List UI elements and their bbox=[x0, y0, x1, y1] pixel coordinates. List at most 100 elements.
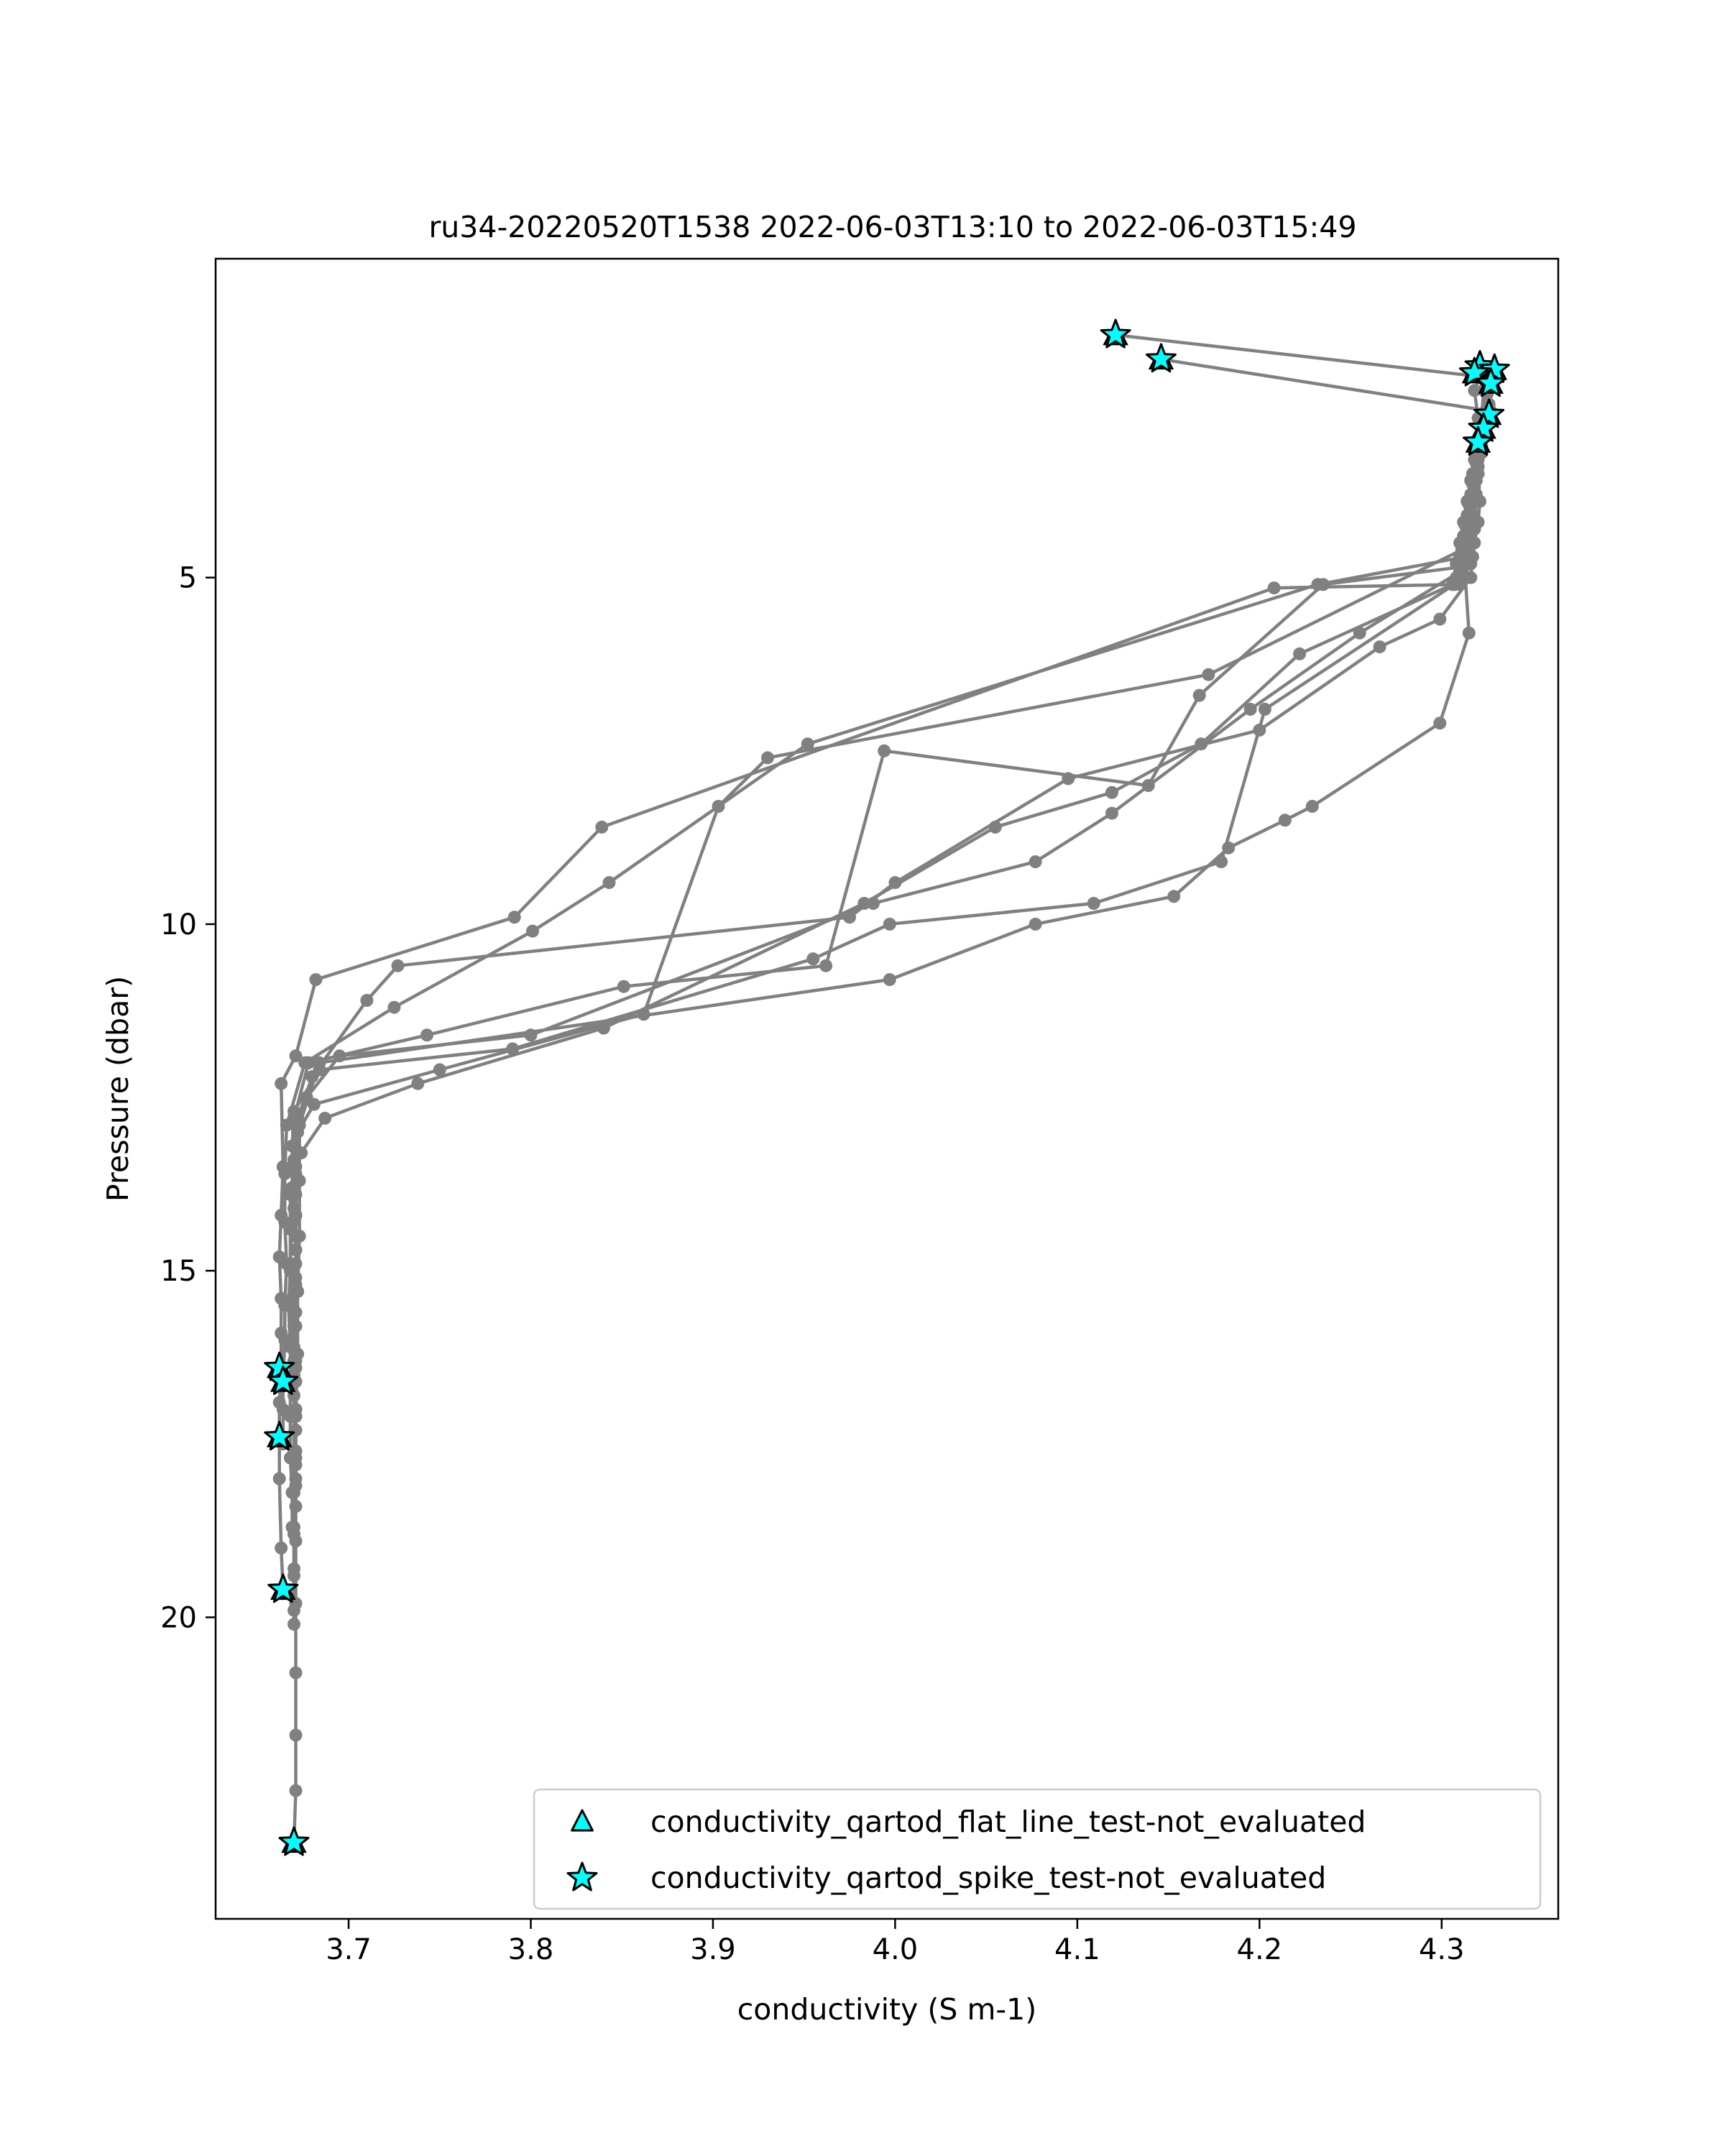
profile-point bbox=[1029, 917, 1042, 931]
x-tick-label: 3.9 bbox=[690, 1933, 736, 1966]
plot-frame bbox=[214, 257, 1560, 1920]
profile-point bbox=[289, 1784, 303, 1797]
profile-point bbox=[883, 973, 896, 987]
profile-point bbox=[275, 1542, 288, 1554]
profile-point bbox=[761, 751, 774, 765]
profile-point bbox=[318, 1112, 332, 1125]
profile-point bbox=[843, 911, 856, 924]
profile-point bbox=[819, 959, 833, 972]
profile-point bbox=[1258, 702, 1271, 716]
y-axis-ticks: 5 10 15 20 bbox=[160, 562, 216, 1634]
profile-point bbox=[411, 1077, 425, 1090]
legend-box bbox=[533, 1788, 1542, 1910]
spike-test-marker bbox=[264, 1421, 295, 1451]
profile-point bbox=[272, 1472, 286, 1485]
profile-point bbox=[595, 820, 609, 834]
x-tick-label: 4.0 bbox=[873, 1933, 919, 1966]
profile-point bbox=[597, 1021, 610, 1035]
profile-point bbox=[289, 1209, 303, 1222]
profile-point bbox=[1433, 612, 1447, 626]
spike-test-marker bbox=[267, 1365, 299, 1395]
legend-label: conductivity_qartod_spike_test-not_evalu… bbox=[650, 1861, 1326, 1895]
profile-point bbox=[305, 1070, 319, 1084]
profile-point bbox=[289, 1049, 303, 1063]
profile-point bbox=[289, 1403, 303, 1416]
profile-point bbox=[289, 1160, 303, 1174]
legend-marker-star bbox=[566, 1861, 598, 1892]
profile-point bbox=[289, 1534, 303, 1548]
y-tick-label: 10 bbox=[160, 908, 197, 941]
profile-point bbox=[506, 1042, 520, 1056]
profile-point bbox=[289, 1451, 303, 1465]
profile-point bbox=[602, 876, 616, 890]
spike-test-marker bbox=[1473, 398, 1505, 428]
profile-point bbox=[888, 876, 902, 890]
profile-point bbox=[1464, 571, 1478, 584]
profile-point bbox=[360, 994, 374, 1007]
profile-point bbox=[289, 1500, 303, 1514]
profile-point bbox=[1293, 647, 1307, 660]
profile-point bbox=[289, 1257, 303, 1271]
profile-lines bbox=[272, 328, 1501, 1849]
profile-point bbox=[302, 1056, 316, 1069]
x-axis-label: conductivity (S m-1) bbox=[737, 1992, 1037, 2027]
profile-point bbox=[288, 1618, 300, 1631]
profile-point bbox=[288, 1569, 300, 1583]
profile-point bbox=[1278, 814, 1292, 827]
spike-test-marker bbox=[278, 1826, 310, 1856]
profile-point bbox=[1471, 467, 1485, 480]
profile-point bbox=[1105, 786, 1118, 799]
profile-point bbox=[291, 1112, 305, 1125]
profile-point bbox=[1468, 384, 1481, 397]
profile-point bbox=[387, 1000, 401, 1014]
spike-test-marker bbox=[1463, 426, 1494, 456]
profile-point bbox=[712, 800, 725, 813]
chart-title: ru34-20220520T1538 2022-06-03T13:10 to 2… bbox=[428, 210, 1356, 244]
profile-point bbox=[1453, 550, 1467, 563]
profile-point bbox=[1468, 522, 1481, 536]
profile-point bbox=[801, 737, 814, 751]
profile-point bbox=[1267, 581, 1281, 595]
profile-point bbox=[1469, 494, 1483, 508]
spike-test-marker bbox=[1146, 343, 1177, 373]
profile-point bbox=[420, 1028, 433, 1042]
profile-point bbox=[1105, 806, 1118, 820]
legend-label: conductivity_qartod_flat_line_test-not_e… bbox=[650, 1805, 1366, 1839]
profile-point bbox=[288, 1485, 300, 1499]
spike-test-marker bbox=[1100, 318, 1131, 349]
x-tick-label: 4.2 bbox=[1237, 1933, 1283, 1966]
profile-point bbox=[1317, 578, 1330, 591]
y-tick-label: 20 bbox=[160, 1601, 197, 1634]
profile-point bbox=[289, 1306, 303, 1319]
profile-point bbox=[1462, 626, 1476, 640]
profile-point bbox=[507, 911, 521, 924]
profile-point bbox=[1433, 717, 1447, 730]
profile-point bbox=[1457, 529, 1471, 543]
profile-point bbox=[1202, 668, 1215, 681]
profile-point bbox=[617, 980, 630, 993]
profile-point bbox=[275, 1077, 288, 1090]
profile-point bbox=[291, 1285, 305, 1299]
profile-point bbox=[309, 973, 323, 987]
profile-point bbox=[1062, 772, 1075, 786]
profile-point bbox=[1353, 626, 1366, 640]
legend-marker-triangle bbox=[571, 1809, 594, 1832]
spike-test-marker bbox=[1468, 412, 1499, 442]
x-tick-label: 4.3 bbox=[1419, 1933, 1465, 1966]
profile-point bbox=[1253, 723, 1266, 737]
profile-point bbox=[391, 959, 405, 972]
profile-point bbox=[1029, 855, 1042, 869]
profile-point bbox=[526, 924, 539, 938]
profile-point bbox=[806, 952, 820, 966]
profile-point bbox=[1167, 890, 1181, 903]
x-tick-label: 3.7 bbox=[326, 1933, 372, 1966]
profile-point bbox=[1305, 800, 1319, 813]
spike-test-marker bbox=[267, 1573, 299, 1603]
profile-point bbox=[1192, 688, 1206, 702]
profile-point bbox=[1448, 578, 1461, 591]
x-tick-label: 4.1 bbox=[1054, 1933, 1100, 1966]
profile-point bbox=[1087, 897, 1100, 910]
profile-point bbox=[433, 1063, 446, 1077]
x-axis-ticks: 3.7 3.8 3.9 4.0 4.1 4.2 4.3 bbox=[326, 1919, 1465, 1966]
